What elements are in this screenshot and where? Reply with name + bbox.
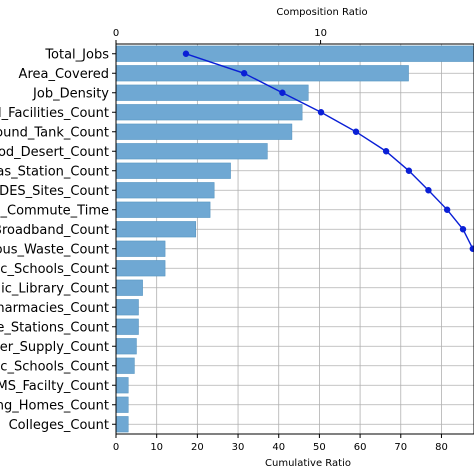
category-label: ound_Tank_Count xyxy=(0,125,109,140)
category-label: Pharmacies_Count xyxy=(0,301,109,316)
top-tick-label: 0 xyxy=(113,28,119,39)
bar-0 xyxy=(115,45,474,62)
category-label: Colleges_Count xyxy=(9,418,109,433)
cumulative-point-1 xyxy=(240,70,248,77)
bar-5 xyxy=(115,143,268,160)
bar-9 xyxy=(115,221,197,238)
top-tick-label: 10 xyxy=(314,28,327,39)
bar-8 xyxy=(115,201,211,218)
bar-17 xyxy=(115,377,129,394)
cumulative-point-5 xyxy=(382,148,390,155)
bottom-tick-label: 50 xyxy=(313,442,326,453)
category-label: EMS_Facilty_Count xyxy=(0,379,109,394)
cumulative-line xyxy=(185,53,474,253)
bar-15 xyxy=(115,338,137,355)
cumulative-point-6 xyxy=(405,167,413,174)
bar-16 xyxy=(115,357,135,374)
cumulative-point-8 xyxy=(443,206,451,213)
bar-7 xyxy=(115,182,215,199)
category-label: Broadband_Count xyxy=(0,223,109,238)
bar-13 xyxy=(115,299,139,316)
bar-11 xyxy=(115,260,166,277)
bottom-tick-label: 80 xyxy=(435,442,448,453)
bottom-tick-label: 0 xyxy=(113,442,119,453)
bottom-tick-label: 40 xyxy=(272,442,285,453)
category-label: n_Commute_Time xyxy=(0,203,109,218)
bar-18 xyxy=(115,396,129,413)
cumulative-point-9 xyxy=(459,226,467,233)
bottom-tick-label: 20 xyxy=(191,442,204,453)
bottom-tick-label: 60 xyxy=(354,442,367,453)
bottom-tick-label: 10 xyxy=(150,442,163,453)
category-label: Gas_Station_Count xyxy=(0,164,109,179)
bar-19 xyxy=(115,416,129,433)
category-label: al_Facilities_Count xyxy=(0,106,109,121)
category-label: PDES_Sites_Count xyxy=(0,184,109,199)
category-label: lic_Schools_Count xyxy=(0,359,109,374)
bottom-tick-label: 30 xyxy=(232,442,245,453)
cumulative-point-2 xyxy=(279,89,286,96)
cumulative-point-3 xyxy=(317,109,325,116)
bar-10 xyxy=(115,240,166,257)
top-axis-title: Composition Ratio xyxy=(276,7,367,18)
category-label: re_Stations_Count xyxy=(0,320,109,335)
cumulative-point-4 xyxy=(352,128,360,135)
cumulative-point-7 xyxy=(425,187,432,194)
category-label: ood_Desert_Count xyxy=(0,145,109,160)
category-label: ous_Waste_Count xyxy=(0,242,109,257)
category-label: lic_Schools_Count xyxy=(0,262,109,277)
bar-4 xyxy=(115,123,293,140)
category-label: ter_Supply_Count xyxy=(0,340,109,355)
bar-3 xyxy=(115,104,303,121)
cumulative-point-0 xyxy=(182,50,190,57)
bar-12 xyxy=(115,279,143,296)
category-label: Job_Density xyxy=(32,86,109,101)
category-label: Area_Covered xyxy=(19,67,109,82)
bottom-axis-title: Cumulative Ratio xyxy=(265,458,351,469)
category-label: blic_Library_Count xyxy=(0,281,109,296)
cumulative-point-10 xyxy=(469,245,474,252)
bar-14 xyxy=(115,318,139,335)
bar-1 xyxy=(115,65,409,82)
bar-6 xyxy=(115,162,231,179)
bottom-tick-label: 70 xyxy=(394,442,407,453)
category-label: Total_Jobs xyxy=(44,47,109,62)
category-label: ng_Homes_Count xyxy=(0,398,109,413)
plot-frame xyxy=(115,43,474,435)
